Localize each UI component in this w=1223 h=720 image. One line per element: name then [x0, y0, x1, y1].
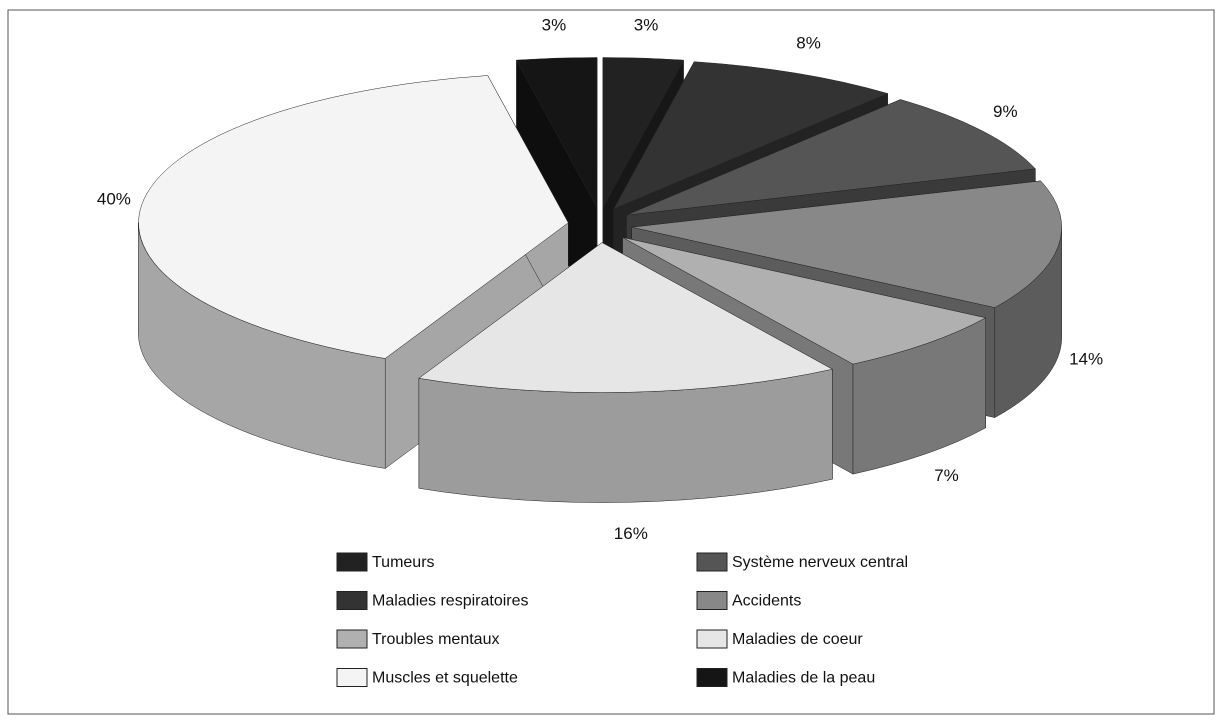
data-label: 16% [614, 524, 648, 543]
data-label: 3% [542, 15, 567, 34]
data-label: 3% [634, 15, 659, 34]
legend-swatch [336, 591, 368, 610]
legend-swatch [696, 668, 728, 687]
legend-swatch [696, 591, 728, 610]
slice [626, 99, 1036, 216]
legend-swatch [696, 629, 728, 649]
legend-label: Accidents [732, 593, 801, 610]
legend-label: Maladies de coeur [732, 631, 863, 648]
data-label: 14% [1069, 350, 1103, 369]
data-label: 9% [993, 102, 1018, 121]
slice [631, 180, 1062, 308]
slice [622, 237, 987, 365]
slice [613, 61, 889, 210]
legend-label: Troubles mentaux [372, 631, 499, 648]
legend-swatch [696, 552, 728, 572]
data-label: 40% [97, 189, 131, 208]
slice [515, 57, 598, 208]
legend-label: Maladies de la peau [732, 670, 875, 687]
slice [418, 242, 834, 393]
legend-swatch [336, 629, 368, 649]
slice [602, 57, 685, 208]
legend-label: Système nerveux central [732, 554, 908, 571]
slice [138, 75, 569, 359]
legend-swatch [336, 668, 368, 687]
legend-label: Muscles et squelette [372, 670, 518, 687]
data-label: 7% [934, 466, 959, 485]
legend-swatch [336, 552, 368, 572]
legend-label: Maladies respiratoires [372, 593, 529, 610]
data-label: 8% [796, 33, 821, 52]
legend-label: Tumeurs [372, 554, 435, 571]
